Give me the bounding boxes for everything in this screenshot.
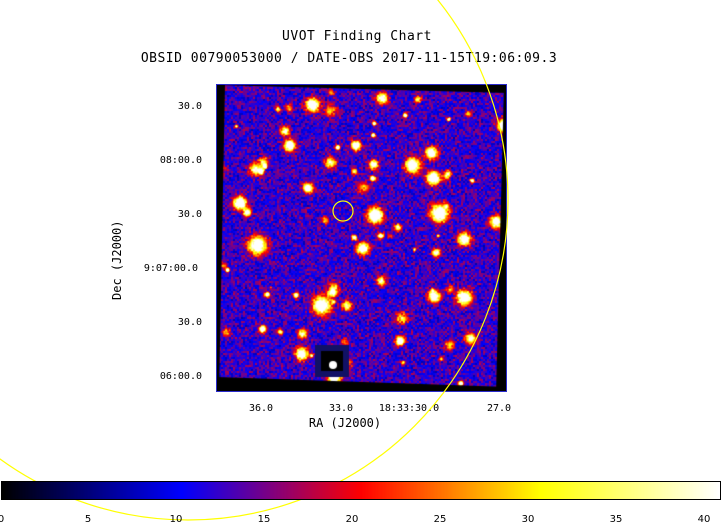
x-tick-label: 36.0 bbox=[248, 403, 274, 414]
x-tick-label: 27.0 bbox=[486, 403, 512, 414]
sky-image-canvas bbox=[217, 85, 506, 391]
colorbar-tick-label: 5 bbox=[84, 514, 92, 525]
y-axis-ticks: 30.0 08:00.0 30.0 9:07:00.0 30.0 06:00.0 bbox=[0, 0, 202, 521]
y-axis-label: Dec (J2000) bbox=[110, 220, 124, 300]
y-tick-label: 9:07:00.0 bbox=[143, 263, 198, 274]
y-tick-label: 30.0 bbox=[177, 101, 202, 112]
x-axis-label: RA (J2000) bbox=[308, 416, 382, 430]
colorbar-tick-label: 25 bbox=[433, 514, 447, 525]
colorbar-tick-label: 10 bbox=[169, 514, 183, 525]
colorbar-tick-label: 15 bbox=[257, 514, 271, 525]
x-tick-label: 18:33:30.0 bbox=[378, 403, 440, 414]
colorbar-tick-label: 30 bbox=[521, 514, 535, 525]
y-tick-label: 30.0 bbox=[177, 317, 202, 328]
x-tick-label: 33.0 bbox=[328, 403, 354, 414]
sky-image bbox=[216, 84, 507, 392]
y-tick-label: 30.0 bbox=[177, 209, 202, 220]
colorbar bbox=[1, 481, 721, 500]
y-tick-label: 06:00.0 bbox=[159, 371, 202, 382]
y-tick-label: 08:00.0 bbox=[159, 155, 202, 166]
colorbar-tick-label: 20 bbox=[345, 514, 359, 525]
colorbar-tick-label: 40 bbox=[697, 514, 711, 525]
colorbar-tick-label: 0 bbox=[0, 514, 5, 525]
colorbar-tick-label: 35 bbox=[609, 514, 623, 525]
